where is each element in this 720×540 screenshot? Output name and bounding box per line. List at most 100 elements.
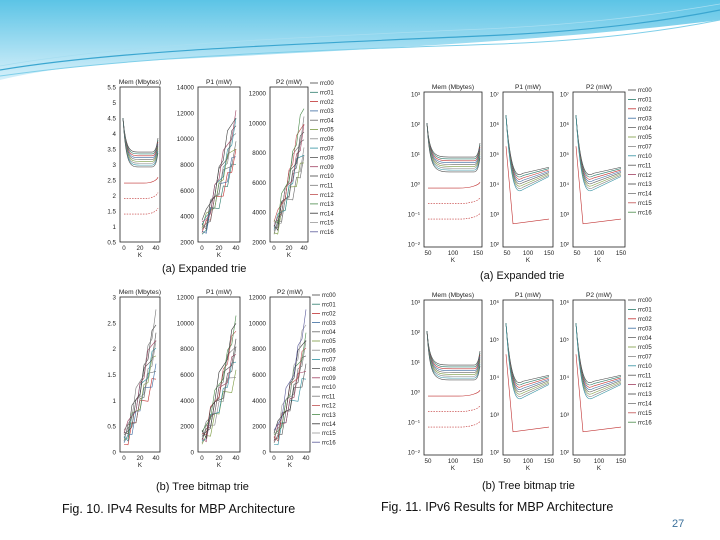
fig11a-1-xtick-1: 100	[523, 250, 534, 257]
fig10a-p2-curve-9	[273, 108, 305, 224]
fig11b-p1-tick-4: 10²	[490, 450, 499, 457]
fig11b-legend-rrc12: rrc12	[638, 383, 652, 389]
fig11b-2-xlabel: K	[597, 465, 602, 472]
fig10b-p1-tick-4: 4000	[180, 398, 194, 405]
fig10b-p2-curve-7	[273, 340, 307, 434]
fig11b-p1-tick-1: 10⁵	[490, 337, 500, 344]
fig11a-mem-tick-1: 10²	[411, 122, 420, 129]
fig10a-p1-tick-2: 10000	[177, 136, 195, 143]
fig10a-legend-rrc13: rrc13	[320, 202, 334, 208]
fig10a-legend-rrc15: rrc15	[320, 221, 334, 227]
fig11b-p1-low-curve	[505, 354, 550, 433]
fig10a-legend-rrc11: rrc11	[320, 184, 334, 190]
fig10a-p2-curve-2	[273, 147, 305, 232]
fig10a-1-xtick-2: 40	[233, 245, 240, 252]
fig10b-2-xtick-1: 20	[287, 455, 294, 462]
fig10b-p2-tick-5: 2000	[252, 424, 266, 431]
fig10a-legend-rrc07: rrc07	[320, 146, 334, 152]
fig11b-title-2: P2 (mW)	[586, 292, 612, 299]
fig10b-legend-rrc15: rrc15	[322, 431, 336, 437]
fig10a-2-xtick-0: 0	[272, 245, 276, 252]
fig10a-mem-tick-7: 2	[113, 193, 117, 200]
fig11b-0-xtick-1: 100	[448, 458, 459, 465]
fig10a-p1-tick-6: 2000	[180, 240, 194, 247]
fig10b-mem-tick-3: 1.5	[107, 372, 116, 379]
fig10a-2-xlabel: K	[287, 252, 292, 259]
fig11b-p2-tick-3: 10³	[560, 412, 569, 419]
fig10a-title-2: P2 (mW)	[276, 79, 302, 86]
fig11a-p2-low-curve	[575, 146, 622, 225]
fig10a-mem-tick-4: 3.5	[107, 147, 116, 154]
fig11b-mem-low-curve-2	[428, 420, 481, 428]
fig11a-0-xtick-2: 150	[473, 250, 484, 257]
fig11a-p1-low-curve	[505, 146, 550, 225]
fig11b-mem-tick-3: 10⁰	[411, 390, 421, 397]
fig11b-legend-rrc13: rrc13	[638, 392, 652, 398]
fig11a-mem-tick-2: 10¹	[411, 152, 420, 159]
fig10b-mem-tick-5: 0.5	[107, 424, 116, 431]
fig10a-p2-tick-0: 12000	[249, 91, 267, 98]
fig10b-p1-tick-0: 12000	[177, 295, 195, 302]
fig11b-title-1: P1 (mW)	[515, 292, 541, 299]
fig10a-p1-curve-8	[201, 110, 237, 223]
fig10b-legend-rrc11: rrc11	[322, 394, 336, 400]
fig10b-mem-tick-1: 2.5	[107, 320, 116, 327]
fig10b-p2-curve-6	[273, 332, 307, 436]
fig11a-p2-tick-1: 10⁶	[560, 122, 570, 129]
fig10b-legend-rrc16: rrc16	[322, 440, 336, 446]
fig10b-legend-rrc05: rrc05	[322, 339, 336, 345]
fig11b-mem-curve-8	[426, 330, 481, 381]
fig10a-1-xtick-1: 20	[216, 245, 223, 252]
figure-11: Mem (Mbytes) 50 100 150 K P1 (mW) 50 100 150 K P2 …	[400, 78, 658, 498]
fig11a-title-2: P2 (mW)	[586, 84, 612, 91]
fig11a-1-xtick-0: 50	[504, 250, 511, 257]
fig11b-1-xlabel: K	[526, 465, 531, 472]
fig10b-1-xtick-1: 20	[216, 455, 223, 462]
fig11a-mem-low-curve-1	[428, 197, 481, 204]
fig10b-p2-tick-6: 0	[263, 450, 267, 457]
fig10a-0-xtick-1: 20	[137, 245, 144, 252]
fig10a-p1-curve-6	[201, 117, 237, 226]
fig11a-legend-rrc00: rrc00	[638, 88, 652, 94]
fig10b-legend-rrc03: rrc03	[322, 321, 336, 327]
fig11a-legend-rrc13: rrc13	[638, 182, 652, 188]
fig11b-0-xtick-0: 50	[425, 458, 432, 465]
fig11b-legend-rrc11: rrc11	[638, 373, 652, 379]
fig11b-p1-tick-2: 10⁴	[489, 375, 499, 382]
fig11b-2-xtick-0: 50	[574, 458, 581, 465]
fig10a-legend-rrc01: rrc01	[320, 91, 334, 97]
fig11a-p2-tick-4: 10³	[560, 212, 569, 219]
fig10a-title-0: Mem (Mbytes)	[119, 79, 161, 86]
fig11a-legend-rrc15: rrc15	[638, 201, 652, 207]
fig10b-mem-curve-1	[123, 363, 157, 443]
fig10a-mem-low-curve-2	[124, 207, 159, 215]
fig11-b-caption: (b) Tree bitmap trie	[482, 480, 575, 492]
fig10a-legend-rrc04: rrc04	[320, 118, 334, 124]
fig10a-p1-curve-9	[201, 117, 237, 221]
fig11b-p1-tick-0: 10⁶	[490, 300, 500, 307]
fig11a-legend-rrc01: rrc01	[638, 98, 652, 104]
fig11a-legend-rrc07: rrc07	[638, 145, 652, 151]
fig10a-mem-low-curve-1	[124, 192, 159, 199]
fig11b-2-xtick-1: 100	[594, 458, 605, 465]
fig10a-p1-tick-1: 12000	[177, 110, 195, 117]
fig10b-mem-curve-9	[123, 309, 157, 431]
fig10a-0-xlabel: K	[138, 252, 143, 259]
fig10a-mem-tick-8: 1.5	[107, 209, 116, 216]
fig11b-legend-rrc05: rrc05	[638, 345, 652, 351]
fig10a-2-xtick-2: 40	[301, 245, 308, 252]
fig10a-p1-curve-4	[201, 148, 237, 229]
fig10a-legend-rrc05: rrc05	[320, 128, 334, 134]
fig10b-0-xtick-0: 0	[122, 455, 126, 462]
fig10b-mem-tick-4: 1	[113, 398, 117, 405]
fig10b-mem-curve-6	[123, 332, 157, 436]
fig10b-mem-curve-8	[123, 324, 157, 435]
fig11a-p1-tick-5: 10²	[490, 242, 499, 249]
fig10b-0-xtick-1: 20	[137, 455, 144, 462]
fig10a-legend-rrc06: rrc06	[320, 137, 334, 143]
fig11-b-plots: Mem (Mbytes) 50 100 150 K P1 (mW) 50 100 150 K P2 …	[408, 292, 653, 472]
fig11-a-caption: (a) Expanded trie	[480, 270, 565, 282]
decorative-banner	[0, 0, 720, 80]
fig10a-mem-curve-8	[122, 117, 159, 168]
